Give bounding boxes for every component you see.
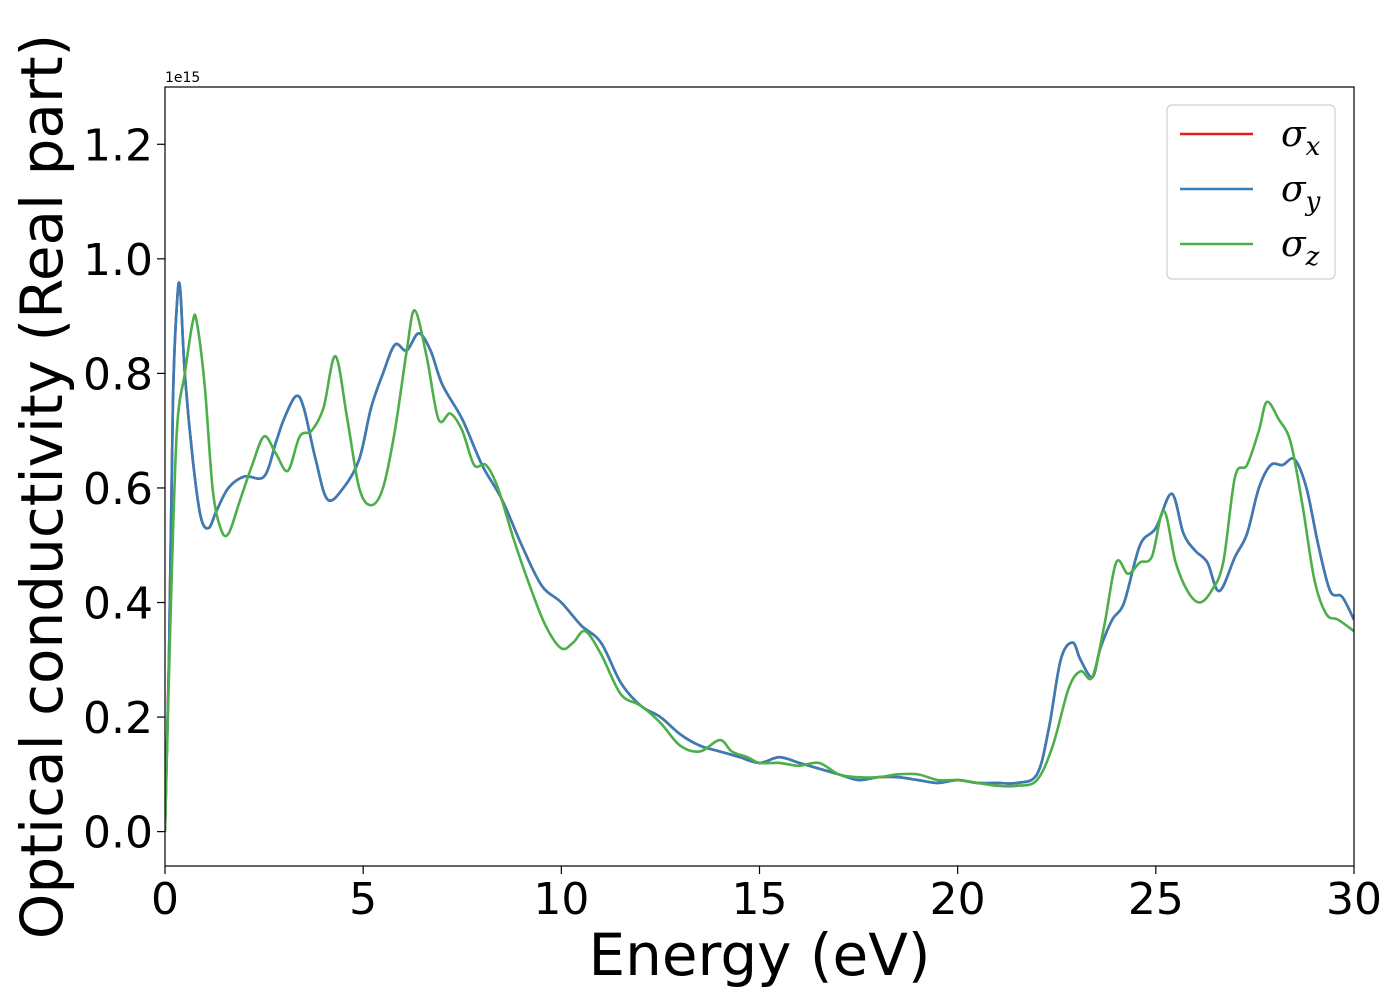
y-axis: 0.0 0.2 0.4 0.6 0.8 1.0 1.2 xyxy=(83,120,165,859)
legend-label-z: σz xyxy=(1281,224,1320,272)
y-tick-label: 0.8 xyxy=(83,349,153,400)
legend-box xyxy=(1166,104,1336,280)
x-tick-label: 25 xyxy=(1128,874,1184,925)
x-tick-label: 15 xyxy=(732,874,788,925)
x-tick-label: 30 xyxy=(1326,874,1382,925)
y-tick-label: 0.0 xyxy=(83,808,153,859)
y-tick-label: 0.2 xyxy=(83,693,153,744)
x-axis: 0 5 10 15 20 25 30 xyxy=(151,866,1382,925)
y-axis-title: Optical conductivity (Real part) xyxy=(8,34,76,939)
y-tick-label: 0.4 xyxy=(83,579,153,630)
x-tick-label: 5 xyxy=(349,874,377,925)
y-tick-label: 1.0 xyxy=(83,235,153,286)
legend-label-y: σy xyxy=(1281,169,1321,217)
y-tick-label: 0.6 xyxy=(83,464,153,515)
x-tick-label: 10 xyxy=(533,874,589,925)
legend: σx σy σz xyxy=(1166,104,1336,280)
series-line-y xyxy=(165,281,1354,832)
x-tick-label: 20 xyxy=(930,874,986,925)
y-tick-label: 1.2 xyxy=(83,120,153,171)
series-line-z xyxy=(165,309,1354,832)
y-offset-label: 1e15 xyxy=(165,70,200,86)
x-axis-title: Energy (eV) xyxy=(588,921,930,989)
x-tick-label: 0 xyxy=(151,874,179,925)
legend-label-x: σx xyxy=(1281,114,1321,162)
